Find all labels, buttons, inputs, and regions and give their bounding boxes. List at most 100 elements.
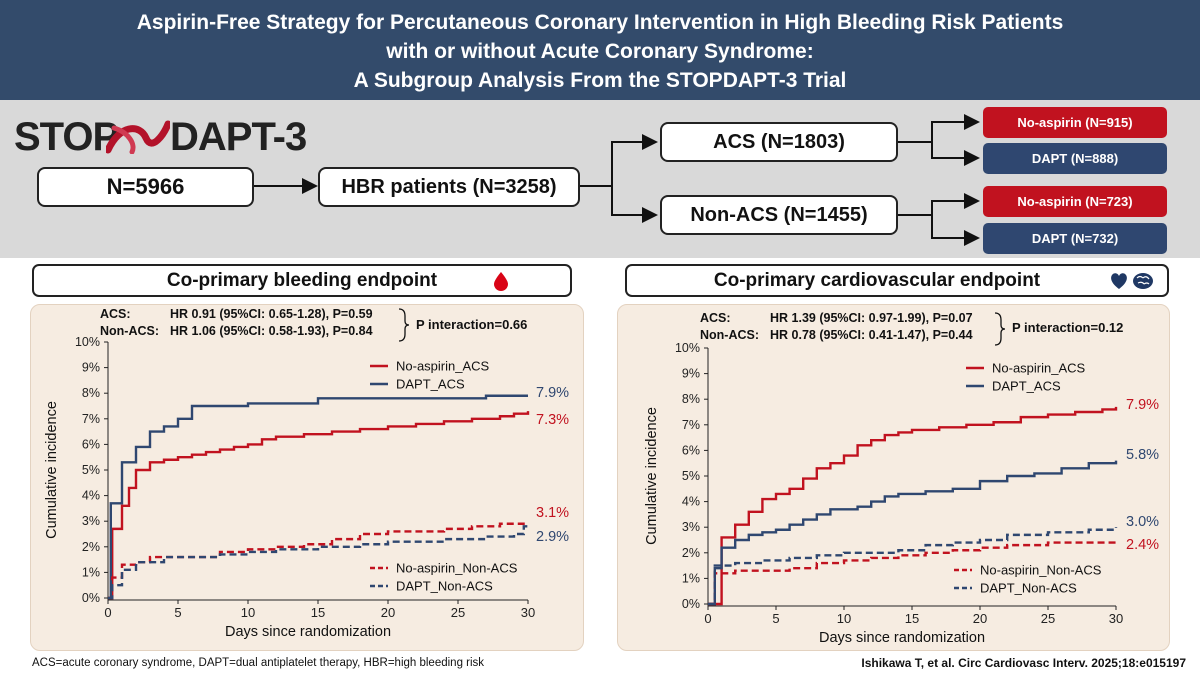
x-tick-label: 10 bbox=[241, 605, 255, 620]
bleeding-acs-label: ACS: bbox=[100, 307, 131, 321]
x-tick-label: 0 bbox=[104, 605, 111, 620]
series-line-no-aspirin-acs bbox=[708, 406, 1118, 606]
series-line-dapt-non-acs bbox=[708, 527, 1118, 606]
y-tick-label: 7% bbox=[682, 418, 700, 432]
cardiovascular-endpoint-title: Co-primary cardiovascular endpoint bbox=[625, 264, 1169, 297]
y-tick-label: 6% bbox=[82, 437, 100, 451]
series-line-dapt-acs bbox=[108, 394, 528, 600]
bleeding-endpoint-title-text: Co-primary bleeding endpoint bbox=[166, 269, 438, 291]
y-axis-label: Cumulative incidence bbox=[644, 407, 660, 545]
legend-label: No-aspirin_ACS bbox=[396, 359, 490, 374]
x-axis-label: Days since randomization bbox=[819, 630, 985, 646]
y-tick-label: 3% bbox=[82, 514, 100, 528]
flow-connectors bbox=[254, 114, 980, 246]
y-tick-label: 9% bbox=[82, 361, 100, 375]
series-line-no-aspirin-acs bbox=[108, 411, 530, 600]
end-value-label: 2.9% bbox=[536, 529, 569, 545]
bleeding-nonacs-label: Non-ACS: bbox=[100, 324, 160, 338]
series-line-dapt-non-acs bbox=[108, 523, 530, 600]
x-tick-label: 25 bbox=[451, 605, 465, 620]
cv-nonacs-label: Non-ACS: bbox=[700, 328, 760, 342]
logo-text-stop: STOP bbox=[14, 115, 119, 159]
x-tick-label: 30 bbox=[521, 605, 535, 620]
cardiovascular-stats: ACS: HR 1.39 (95%CI: 0.97-1.99), P=0.07 N… bbox=[700, 310, 973, 344]
legend-label: No-aspirin_Non-ACS bbox=[396, 561, 518, 576]
y-tick-label: 4% bbox=[82, 489, 100, 503]
x-tick-label: 25 bbox=[1041, 611, 1055, 626]
logo-text-dapt: DAPT-3 bbox=[170, 115, 307, 159]
bleeding-stats: ACS: HR 0.91 (95%CI: 0.65-1.28), P=0.59 N… bbox=[100, 306, 373, 340]
legend-label: DAPT_ACS bbox=[992, 379, 1061, 394]
acs-box: ACS (N=1803) bbox=[660, 122, 898, 162]
end-value-label: 2.4% bbox=[1126, 537, 1159, 553]
y-tick-label: 9% bbox=[682, 367, 700, 381]
x-tick-label: 20 bbox=[381, 605, 395, 620]
acs-no-aspirin-pill: No-aspirin (N=915) bbox=[983, 107, 1167, 138]
cardiovascular-chart-panel bbox=[617, 304, 1170, 651]
bleeding-nonacs-hr: HR 1.06 (95%CI: 0.58-1.93), P=0.84 bbox=[170, 324, 373, 338]
cardiovascular-p-interaction: P interaction=0.12 bbox=[1012, 320, 1124, 335]
acs-dapt-pill: DAPT (N=888) bbox=[983, 143, 1167, 174]
x-tick-label: 15 bbox=[311, 605, 325, 620]
y-tick-label: 2% bbox=[682, 546, 700, 560]
y-tick-label: 5% bbox=[682, 469, 700, 483]
series-line-dapt-acs bbox=[708, 460, 1118, 606]
x-tick-label: 30 bbox=[1109, 611, 1123, 626]
bleeding-acs-hr: HR 0.91 (95%CI: 0.65-1.28), P=0.59 bbox=[170, 307, 373, 321]
cv-nonacs-hr: HR 0.78 (95%CI: 0.41-1.47), P=0.44 bbox=[770, 328, 973, 342]
y-tick-label: 4% bbox=[682, 495, 700, 509]
study-flow-diagram: STOP DAPT-3 N=5966 HBR patients (N=3258)… bbox=[0, 100, 1200, 258]
y-tick-label: 0% bbox=[682, 597, 700, 611]
total-patients-box: N=5966 bbox=[37, 167, 254, 207]
x-tick-label: 5 bbox=[772, 611, 779, 626]
title-line-3: A Subgroup Analysis From the STOPDAPT-3 … bbox=[353, 69, 847, 92]
cardiovascular-brace bbox=[994, 312, 1006, 346]
x-axis-label: Days since randomization bbox=[225, 624, 391, 640]
x-tick-label: 10 bbox=[837, 611, 851, 626]
header-banner: Aspirin-Free Strategy for Percutaneous C… bbox=[0, 0, 1200, 100]
legend-label: DAPT_ACS bbox=[396, 377, 465, 392]
legend-label: DAPT_Non-ACS bbox=[396, 579, 493, 594]
non-acs-no-aspirin-pill: No-aspirin (N=723) bbox=[983, 186, 1167, 217]
y-tick-label: 7% bbox=[82, 412, 100, 426]
citation: Ishikawa T, et al. Circ Cardiovasc Inter… bbox=[861, 656, 1186, 670]
title-line-2: with or without Acute Coronary Syndrome: bbox=[386, 40, 814, 63]
y-tick-label: 10% bbox=[675, 341, 700, 355]
y-tick-label: 2% bbox=[82, 540, 100, 554]
y-tick-label: 8% bbox=[82, 386, 100, 400]
title-line-1: Aspirin-Free Strategy for Percutaneous C… bbox=[136, 11, 1064, 34]
legend-label: DAPT_Non-ACS bbox=[980, 581, 1077, 596]
series-line-no-aspirin-non-acs bbox=[708, 541, 1116, 606]
end-value-label: 3.0% bbox=[1126, 514, 1159, 530]
blood-drop-icon bbox=[494, 272, 508, 291]
bleeding-brace bbox=[398, 308, 410, 342]
cv-acs-hr: HR 1.39 (95%CI: 0.97-1.99), P=0.07 bbox=[770, 311, 973, 325]
abbreviations-note: ACS=acute coronary syndrome, DAPT=dual a… bbox=[32, 657, 485, 669]
y-tick-label: 10% bbox=[75, 335, 100, 349]
non-acs-dapt-pill: DAPT (N=732) bbox=[983, 223, 1167, 254]
bleeding-endpoint-title: Co-primary bleeding endpoint bbox=[32, 264, 572, 297]
y-tick-label: 1% bbox=[82, 565, 100, 579]
heart-brain-icon bbox=[1111, 273, 1153, 289]
y-tick-label: 0% bbox=[82, 591, 100, 605]
x-tick-label: 0 bbox=[704, 611, 711, 626]
x-tick-label: 5 bbox=[174, 605, 181, 620]
end-value-label: 3.1% bbox=[536, 505, 569, 521]
cardiovascular-endpoint-title-text: Co-primary cardiovascular endpoint bbox=[713, 269, 1041, 291]
y-axis-label: Cumulative incidence bbox=[44, 401, 60, 539]
cv-acs-label: ACS: bbox=[700, 311, 731, 325]
end-value-label: 7.9% bbox=[536, 385, 569, 401]
end-value-label: 7.3% bbox=[536, 412, 569, 428]
x-tick-label: 15 bbox=[905, 611, 919, 626]
hbr-patients-box: HBR patients (N=3258) bbox=[318, 167, 580, 207]
non-acs-box: Non-ACS (N=1455) bbox=[660, 195, 898, 235]
y-tick-label: 3% bbox=[682, 520, 700, 534]
y-tick-label: 6% bbox=[682, 443, 700, 457]
x-tick-label: 20 bbox=[973, 611, 987, 626]
y-tick-label: 8% bbox=[682, 392, 700, 406]
end-value-label: 7.9% bbox=[1126, 397, 1159, 413]
legend-label: No-aspirin_ACS bbox=[992, 361, 1086, 376]
legend-label: No-aspirin_Non-ACS bbox=[980, 563, 1102, 578]
